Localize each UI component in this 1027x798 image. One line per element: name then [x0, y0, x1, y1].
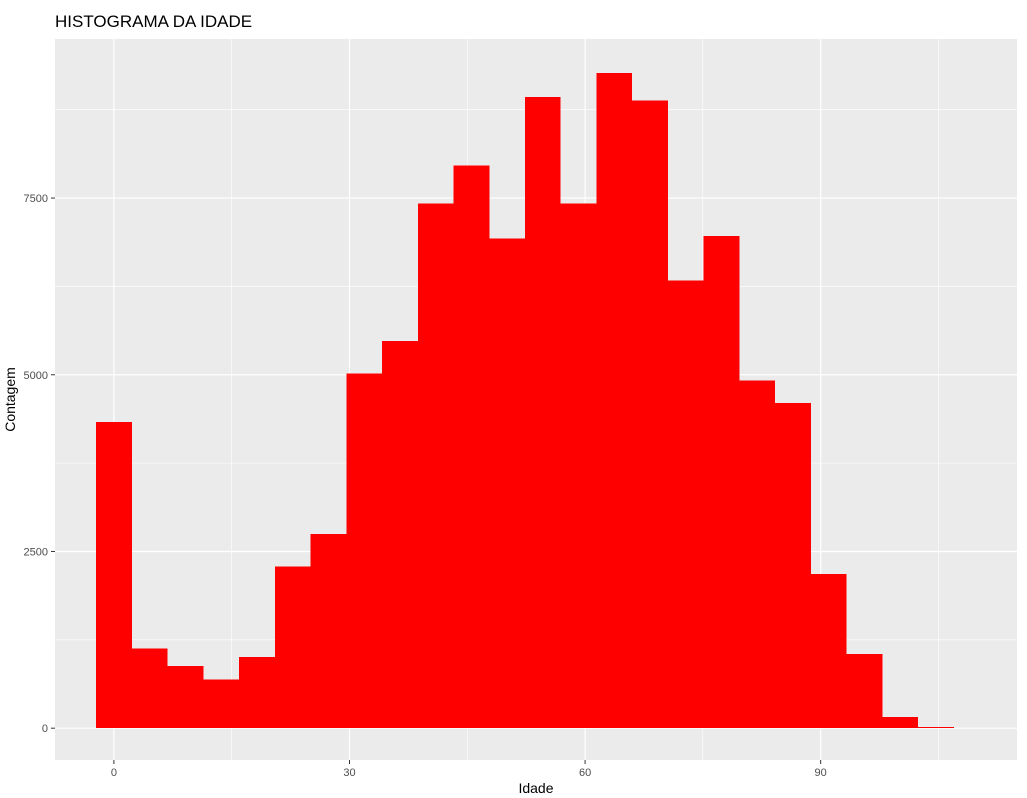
histogram-bar	[560, 203, 597, 729]
histogram-bar	[274, 566, 311, 729]
histogram-bar	[96, 422, 132, 729]
histogram-bar	[346, 373, 383, 729]
x-axis: 0 30 60 90	[111, 760, 827, 779]
histogram-bar	[918, 726, 954, 729]
x-axis-title: Idade	[518, 780, 553, 796]
histogram-bar	[382, 340, 418, 729]
histogram-bar	[203, 679, 240, 729]
y-axis: 0 2500 5000 7500	[24, 193, 55, 735]
x-tick-label: 60	[579, 767, 591, 779]
histogram-bar	[703, 236, 740, 729]
y-tick-label: 7500	[24, 193, 48, 205]
x-tick-label: 30	[343, 767, 355, 779]
x-tick-label: 0	[111, 767, 117, 779]
histogram-bars	[96, 72, 954, 729]
y-tick-label: 5000	[24, 370, 48, 382]
histogram-bar	[667, 280, 704, 729]
histogram-bar	[131, 648, 168, 729]
histogram-bar	[596, 72, 633, 729]
histogram-bar	[453, 165, 490, 729]
histogram-bar	[775, 403, 811, 729]
histogram-bar	[632, 100, 668, 729]
histogram-bar	[739, 380, 776, 729]
x-tick-label: 90	[815, 767, 827, 779]
histogram-bar	[310, 533, 347, 729]
y-tick-label: 2500	[24, 546, 48, 558]
y-tick-label: 0	[42, 723, 48, 735]
histogram-bar	[417, 203, 454, 729]
histogram-bar	[489, 238, 526, 729]
histogram-bar	[167, 665, 204, 729]
histogram-bar	[525, 96, 561, 729]
histogram-bar	[239, 656, 275, 729]
histogram-bar	[882, 716, 919, 729]
histogram-bar	[846, 653, 883, 729]
histogram-bar	[810, 574, 847, 729]
chart-title: HISTOGRAMA DA IDADE	[55, 12, 253, 31]
y-axis-title: Contagem	[2, 367, 18, 432]
